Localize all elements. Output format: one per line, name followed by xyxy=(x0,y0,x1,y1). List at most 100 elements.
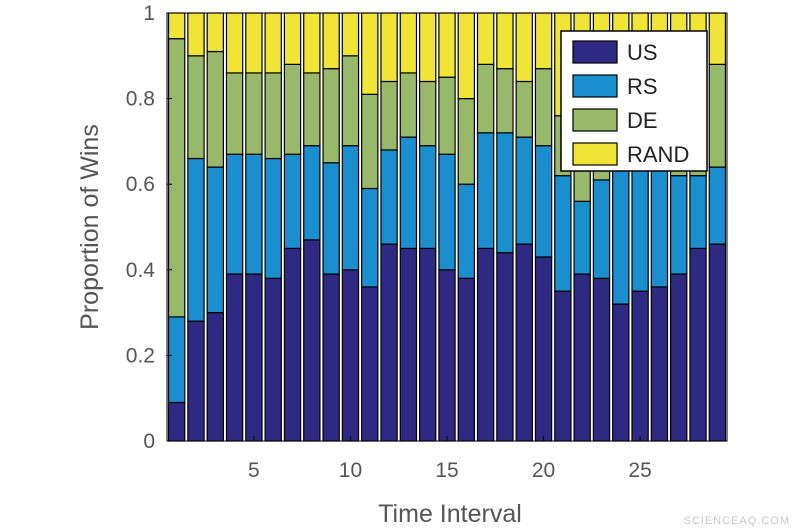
bar-rs-19 xyxy=(515,136,533,245)
bar-de-6 xyxy=(264,72,282,160)
legend-label-rs: RS xyxy=(627,74,658,99)
bar-rs-28 xyxy=(689,175,707,250)
legend-label-rand: RAND xyxy=(627,142,689,167)
bar-rs-17 xyxy=(476,132,495,249)
bar-rs-29 xyxy=(708,166,727,245)
bar-rs-15 xyxy=(438,153,456,271)
bar-rs-12 xyxy=(380,149,398,245)
legend: US RS DE RAND xyxy=(560,30,708,172)
bar-rs-23 xyxy=(592,179,611,279)
bar-rand-13 xyxy=(399,12,418,74)
bar-us-20 xyxy=(534,256,553,442)
bar-rand-29 xyxy=(708,12,727,65)
y-tick-label: 0 xyxy=(143,430,155,453)
bar-de-9 xyxy=(322,68,340,164)
bar-de-29 xyxy=(708,63,727,168)
bar-rand-11 xyxy=(361,12,379,95)
bar-rand-3 xyxy=(206,12,224,53)
bar-us-7 xyxy=(283,247,302,442)
bar-rand-12 xyxy=(380,12,398,83)
bar-rand-15 xyxy=(438,12,456,78)
bar-de-19 xyxy=(515,80,533,138)
x-axis: 5 10 15 20 25 xyxy=(248,436,652,482)
bar-rand-14 xyxy=(418,12,437,83)
bar-rand-10 xyxy=(341,12,360,57)
bar-us-28 xyxy=(689,247,707,442)
bar-rs-25 xyxy=(631,153,649,292)
bar-us-26 xyxy=(650,286,669,442)
legend-swatch-rs xyxy=(572,74,618,98)
bar-rand-4 xyxy=(225,12,244,74)
bar-us-16 xyxy=(457,277,476,442)
bar-de-13 xyxy=(399,72,418,138)
bar-us-8 xyxy=(303,239,321,442)
bar-rs-11 xyxy=(361,187,379,288)
bar-us-2 xyxy=(187,320,205,442)
bar-rand-8 xyxy=(303,12,321,74)
bar-de-5 xyxy=(245,72,263,155)
bar-us-21 xyxy=(554,290,572,442)
bar-us-18 xyxy=(496,252,514,442)
bar-de-8 xyxy=(303,72,321,147)
bar-rand-5 xyxy=(245,12,263,74)
bar-us-17 xyxy=(476,247,495,442)
bar-rand-20 xyxy=(534,12,553,70)
legend-label-de: DE xyxy=(627,108,658,133)
bar-us-10 xyxy=(341,269,360,442)
y-tick-label: 1 xyxy=(143,2,155,25)
bar-us-29 xyxy=(708,243,727,442)
bar-rs-14 xyxy=(418,145,437,249)
bar-rand-2 xyxy=(187,12,205,57)
bar-us-1 xyxy=(167,401,186,442)
bar-us-19 xyxy=(515,243,533,442)
bar-rand-1 xyxy=(167,12,186,40)
bar-de-3 xyxy=(206,50,224,168)
bar-rs-27 xyxy=(670,175,688,275)
bar-us-11 xyxy=(361,286,379,442)
bar-rs-2 xyxy=(187,157,205,322)
bar-de-15 xyxy=(438,76,456,155)
bar-rs-10 xyxy=(341,145,360,271)
bar-rand-18 xyxy=(496,12,514,70)
bar-rand-9 xyxy=(322,12,340,70)
y-axis-label: Proportion of Wins xyxy=(76,124,104,330)
bar-us-23 xyxy=(592,277,611,442)
bar-rs-7 xyxy=(283,153,302,250)
y-tick-label: 0.6 xyxy=(126,173,155,196)
legend-label-us: US xyxy=(627,40,658,65)
x-tick-label: 5 xyxy=(248,459,260,482)
bar-us-12 xyxy=(380,243,398,442)
bar-rs-24 xyxy=(612,157,630,305)
bar-us-22 xyxy=(573,273,591,442)
bar-rs-1 xyxy=(167,316,186,404)
legend-swatch-rand xyxy=(572,142,618,166)
bar-de-14 xyxy=(418,80,437,147)
bar-de-17 xyxy=(476,63,495,134)
bar-de-11 xyxy=(361,93,379,190)
y-tick-label: 0.8 xyxy=(126,88,155,111)
bar-de-16 xyxy=(457,97,476,185)
y-axis: 0 0.2 0.4 0.6 0.8 1 xyxy=(126,2,172,453)
bar-rand-19 xyxy=(515,12,533,83)
bar-us-5 xyxy=(245,273,263,442)
legend-swatch-us xyxy=(572,40,618,64)
bar-de-18 xyxy=(496,68,514,134)
bar-de-1 xyxy=(167,38,186,318)
bar-rs-22 xyxy=(573,200,591,275)
bar-us-27 xyxy=(670,273,688,442)
bar-rs-3 xyxy=(206,166,224,314)
bar-us-3 xyxy=(206,312,224,442)
bar-rand-6 xyxy=(264,12,282,74)
bar-rand-7 xyxy=(283,12,302,65)
bar-rs-9 xyxy=(322,162,340,275)
bar-de-2 xyxy=(187,55,205,160)
bar-de-10 xyxy=(341,55,360,147)
x-tick-label: 15 xyxy=(435,459,458,482)
bar-us-14 xyxy=(418,247,437,442)
bar-de-4 xyxy=(225,72,244,155)
bar-rand-16 xyxy=(457,12,476,100)
x-tick-label: 20 xyxy=(532,459,555,482)
bar-rs-8 xyxy=(303,145,321,241)
bar-rs-18 xyxy=(496,132,514,254)
